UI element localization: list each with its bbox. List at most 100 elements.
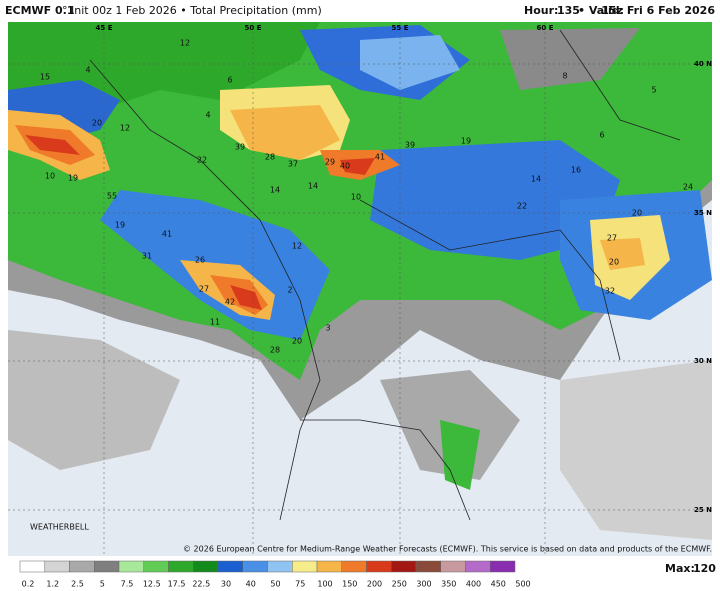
colorbar-swatch xyxy=(316,560,342,573)
map-value-label: 32 xyxy=(605,287,615,296)
geo-label: 25 N xyxy=(694,506,712,514)
map-value-label: 28 xyxy=(270,346,280,355)
geo-label: 55 E xyxy=(392,24,409,32)
map-value-label: 40 xyxy=(340,162,350,171)
colorbar-label: 300 xyxy=(416,580,431,589)
map-value-label: 6 xyxy=(599,131,604,140)
map-value-label: 15 xyxy=(40,73,50,82)
map-value-label: 41 xyxy=(375,153,385,162)
colorbar-swatch xyxy=(415,560,441,573)
map-value-label: 19 xyxy=(115,221,125,230)
map-value-label: 27 xyxy=(199,285,209,294)
map-value-label: 16 xyxy=(571,166,581,175)
geo-label: 60 E xyxy=(537,24,554,32)
map-value-label: 19 xyxy=(461,137,471,146)
watermark: WEATHERBELL xyxy=(30,523,89,532)
map-value-label: 14 xyxy=(531,175,541,184)
colorbar-swatch xyxy=(217,560,243,573)
colorbar-label: 250 xyxy=(392,580,407,589)
copyright: © 2026 European Centre for Medium-Range … xyxy=(183,545,712,554)
map-value-label: 11 xyxy=(210,318,220,327)
colorbar-swatch xyxy=(391,560,417,573)
map-value-label: 4 xyxy=(85,66,90,75)
map-value-label: 12 xyxy=(292,242,302,251)
colorbar-swatch xyxy=(242,560,268,573)
colorbar-swatch xyxy=(168,560,194,573)
map-value-label: 5 xyxy=(651,86,656,95)
colorbar-label: 200 xyxy=(367,580,382,589)
colorbar-swatch xyxy=(465,560,491,573)
map-value-label: 12 xyxy=(180,39,190,48)
colorbar-label: 0.2 xyxy=(22,580,35,589)
geo-label: 35 N xyxy=(694,209,712,217)
map-value-label: 28 xyxy=(265,153,275,162)
colorbar-swatch xyxy=(490,560,516,573)
map-value-label: 39 xyxy=(405,141,415,150)
map-value-label: 3 xyxy=(325,324,330,333)
geo-label: 50 E xyxy=(245,24,262,32)
map-value-label: 20 xyxy=(609,258,619,267)
map-value-label: 20 xyxy=(632,209,642,218)
map-value-label: 42 xyxy=(225,298,235,307)
colorbar-swatch xyxy=(292,560,318,573)
colorbar-swatch xyxy=(44,560,70,573)
colorbar-label: 400 xyxy=(466,580,481,589)
max-value: 120 xyxy=(693,562,716,575)
colorbar-label: 2.5 xyxy=(71,580,84,589)
colorbar-label: 40 xyxy=(246,580,256,589)
map-value-label: 22 xyxy=(197,156,207,165)
colorbar-label: 350 xyxy=(441,580,456,589)
colorbar-swatch xyxy=(94,560,120,573)
valid-label: • Valid: xyxy=(578,4,624,17)
map-value-label: 20 xyxy=(292,337,302,346)
colorbar-swatch xyxy=(267,560,293,573)
colorbar-label: 17.5 xyxy=(168,580,186,589)
geo-label: 45 E xyxy=(96,24,113,32)
map-value-label: 41 xyxy=(162,230,172,239)
map-value-label: 12 xyxy=(120,124,130,133)
map-value-label: 55 xyxy=(107,192,117,201)
map-value-label: 8 xyxy=(562,72,567,81)
run-info: ° Init 00z 1 Feb 2026 • Total Precipitat… xyxy=(62,4,322,17)
colorbar-label: 500 xyxy=(515,580,530,589)
model-name: ECMWF 0.1 xyxy=(5,4,75,17)
map-value-label: 39 xyxy=(235,143,245,152)
hour: 135 xyxy=(557,4,580,17)
colorbar-swatch xyxy=(143,560,169,573)
map-value-label: 10 xyxy=(45,172,55,181)
colorbar-label: 12.5 xyxy=(143,580,161,589)
colorbar-swatch xyxy=(341,560,367,573)
colorbar-label: 100 xyxy=(317,580,332,589)
colorbar-label: 50 xyxy=(270,580,280,589)
colorbar-label: 7.5 xyxy=(121,580,134,589)
map-value-label: 31 xyxy=(142,252,152,261)
map-value-label: 6 xyxy=(227,76,232,85)
map-value-label: 24 xyxy=(683,183,693,192)
map-value-label: 27 xyxy=(607,234,617,243)
colorbar-label: 450 xyxy=(491,580,506,589)
colorbar-label: 5 xyxy=(100,580,105,589)
map-value-label: 2 xyxy=(287,286,292,295)
colorbar-label: 1.2 xyxy=(46,580,59,589)
map-value-label: 19 xyxy=(68,174,78,183)
map-value-label: 14 xyxy=(270,186,280,195)
colorbar-label: 150 xyxy=(342,580,357,589)
geo-label: 40 N xyxy=(694,60,712,68)
colorbar-label: 22.5 xyxy=(192,580,210,589)
map-value-label: 22 xyxy=(517,202,527,211)
valid-time: 15z Fri 6 Feb 2026 xyxy=(601,4,715,17)
colorbar-swatch xyxy=(193,560,219,573)
colorbar-swatch xyxy=(440,560,466,573)
colorbar-swatch xyxy=(118,560,144,573)
max-label: Max: xyxy=(665,562,695,575)
map-value-label: 4 xyxy=(205,111,210,120)
hour-label: Hour: xyxy=(524,4,558,17)
colorbar-label: 75 xyxy=(295,580,305,589)
map-value-label: 20 xyxy=(92,119,102,128)
colorbar-label: 30 xyxy=(221,580,231,589)
geo-label: 30 N xyxy=(694,357,712,365)
map-value-label: 37 xyxy=(288,160,298,169)
map-value-label: 26 xyxy=(195,256,205,265)
colorbar-swatch xyxy=(19,560,45,573)
